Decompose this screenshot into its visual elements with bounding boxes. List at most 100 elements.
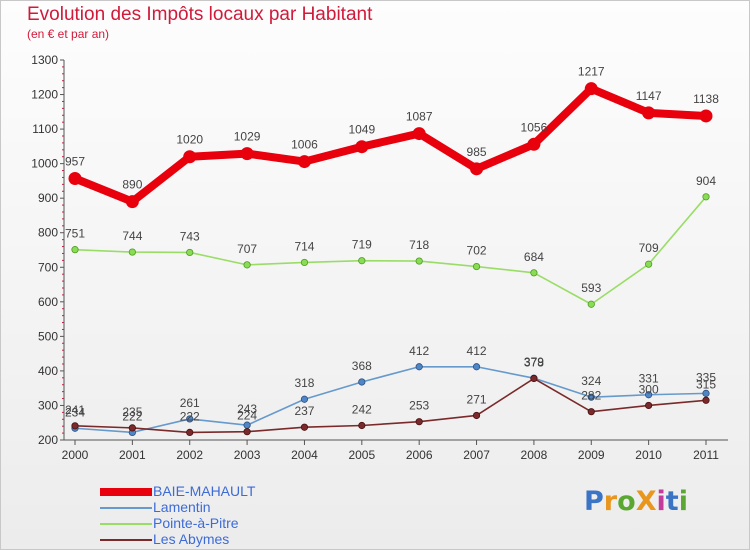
data-label: 235 (122, 405, 142, 419)
data-label: 718 (409, 238, 429, 252)
data-point (183, 150, 197, 164)
data-label: 412 (467, 344, 487, 358)
logo-letter: P (584, 486, 604, 517)
data-label: 751 (65, 227, 85, 241)
x-tick-label: 2005 (348, 448, 375, 462)
data-point (128, 248, 136, 256)
data-point (358, 378, 366, 386)
y-tick-label: 800 (38, 226, 58, 240)
data-point (415, 418, 423, 426)
data-point (412, 127, 426, 141)
data-point (470, 162, 484, 176)
legend-label: Les Abymes (153, 531, 230, 547)
data-point (186, 248, 194, 257)
data-label: 242 (352, 402, 372, 416)
y-tick-label: 200 (38, 433, 58, 447)
data-label: 331 (639, 372, 659, 386)
data-label: 222 (180, 409, 200, 423)
y-tick-label: 1200 (31, 88, 58, 102)
x-tick-label: 2001 (119, 448, 146, 462)
legend-label: BAIE-MAHAULT (153, 483, 256, 499)
legend-item: Pointe-à-Pitre (100, 515, 320, 532)
x-tick-label: 2007 (463, 448, 490, 462)
y-tick-label: 400 (38, 364, 58, 378)
data-label: 1138 (693, 92, 719, 106)
data-point (300, 395, 309, 403)
logo-letter: i (678, 486, 688, 517)
legend-label: Pointe-à-Pitre (153, 515, 239, 531)
series-line-2 (74, 196, 707, 306)
y-tick-label: 1100 (32, 122, 58, 136)
data-label: 957 (65, 154, 85, 168)
series-line-0 (71, 84, 710, 206)
data-point (642, 106, 656, 120)
y-tick-label: 700 (38, 260, 58, 274)
logo-letter: o (617, 486, 636, 517)
logo-letter: i (656, 486, 666, 517)
data-label: 684 (524, 250, 544, 264)
data-point (702, 389, 710, 397)
data-point (71, 246, 79, 254)
y-tick-label: 900 (38, 191, 58, 205)
data-point (415, 257, 423, 265)
data-point (300, 423, 309, 431)
x-tick-label: 2010 (635, 448, 662, 462)
data-point (702, 396, 710, 404)
data-point (587, 393, 595, 401)
data-label: 241 (65, 403, 85, 417)
data-label: 222 (122, 409, 142, 423)
data-point (355, 140, 369, 154)
data-label: 707 (237, 242, 257, 256)
x-tick-label: 2006 (406, 448, 433, 462)
data-point (243, 428, 251, 436)
data-point (300, 258, 309, 267)
data-label: 324 (581, 374, 601, 388)
data-label: 237 (294, 404, 314, 418)
chart-subtitle: (en € et par an) (27, 27, 110, 41)
data-point (71, 422, 79, 430)
data-label: 1056 (521, 120, 548, 134)
data-label: 1029 (234, 130, 261, 144)
legend-label: Lamentin (153, 499, 211, 515)
logo-letter: t (665, 486, 679, 517)
data-point (472, 411, 481, 420)
legend: BAIE-MAHAULT Lamentin Pointe-à-Pitre Les Ab… (100, 483, 320, 548)
data-label: 743 (180, 229, 200, 243)
legend-item: Lamentin (100, 499, 320, 516)
data-label: 224 (237, 409, 257, 423)
data-label: 1147 (636, 89, 662, 103)
data-point (297, 155, 311, 169)
data-label: 234 (65, 405, 85, 419)
y-tick-label: 1000 (31, 157, 58, 171)
data-point (699, 109, 713, 123)
data-point (415, 363, 423, 371)
data-point (125, 195, 139, 209)
data-label: 985 (467, 145, 487, 159)
data-point (587, 408, 595, 416)
data-label: 271 (467, 392, 487, 406)
data-label: 1087 (406, 110, 433, 124)
data-label: 412 (409, 344, 429, 358)
y-tick-label: 300 (38, 398, 58, 412)
x-tick-label: 2009 (578, 448, 605, 462)
x-tick-label: 2004 (291, 448, 318, 462)
x-tick-label: 2008 (521, 448, 548, 462)
data-point (530, 269, 538, 277)
data-label: 1020 (176, 133, 203, 147)
data-label: 243 (237, 402, 257, 416)
data-label: 709 (639, 241, 659, 255)
data-label: 1006 (291, 138, 318, 152)
legend-swatch (100, 539, 152, 541)
data-point (358, 257, 366, 265)
data-label: 702 (467, 244, 487, 258)
legend-item: Les Abymes (100, 531, 320, 548)
data-label: 379 (524, 355, 544, 369)
chart-title: Evolution des Impôts locaux par Habitant (27, 4, 373, 25)
proxiti-logo: ProXiti (584, 486, 688, 517)
data-point (186, 428, 194, 436)
data-point (530, 374, 538, 383)
x-tick-label: 2011 (693, 448, 719, 462)
legend-swatch (100, 507, 152, 509)
legend-item: BAIE-MAHAULT (100, 483, 320, 500)
